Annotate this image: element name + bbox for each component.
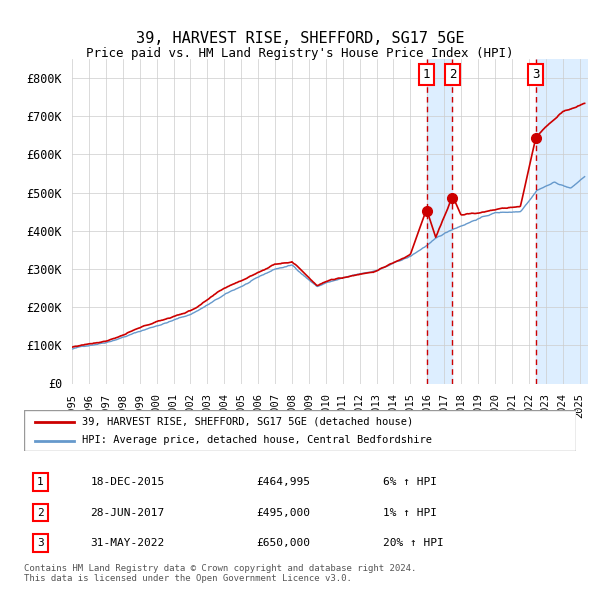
FancyBboxPatch shape	[24, 410, 576, 451]
Text: 1: 1	[423, 68, 430, 81]
Text: £650,000: £650,000	[256, 538, 310, 548]
Text: £495,000: £495,000	[256, 507, 310, 517]
Bar	[536, 59, 588, 384]
Text: 20% ↑ HPI: 20% ↑ HPI	[383, 538, 443, 548]
Text: 39, HARVEST RISE, SHEFFORD, SG17 5GE: 39, HARVEST RISE, SHEFFORD, SG17 5GE	[136, 31, 464, 46]
Text: 3: 3	[532, 68, 539, 81]
Text: HPI: Average price, detached house, Central Bedfordshire: HPI: Average price, detached house, Cent…	[82, 435, 432, 445]
Text: 6% ↑ HPI: 6% ↑ HPI	[383, 477, 437, 487]
Text: 28-JUN-2017: 28-JUN-2017	[90, 507, 164, 517]
Text: 2: 2	[37, 507, 44, 517]
Text: 31-MAY-2022: 31-MAY-2022	[90, 538, 164, 548]
Text: 3: 3	[37, 538, 44, 548]
Text: Price paid vs. HM Land Registry's House Price Index (HPI): Price paid vs. HM Land Registry's House …	[86, 47, 514, 60]
Text: 1% ↑ HPI: 1% ↑ HPI	[383, 507, 437, 517]
Text: Contains HM Land Registry data © Crown copyright and database right 2024.
This d: Contains HM Land Registry data © Crown c…	[24, 563, 416, 583]
Text: 1: 1	[37, 477, 44, 487]
Text: 39, HARVEST RISE, SHEFFORD, SG17 5GE (detached house): 39, HARVEST RISE, SHEFFORD, SG17 5GE (de…	[82, 417, 413, 427]
Text: £464,995: £464,995	[256, 477, 310, 487]
Bar	[427, 59, 452, 384]
Text: 18-DEC-2015: 18-DEC-2015	[90, 477, 164, 487]
Text: 2: 2	[449, 68, 456, 81]
